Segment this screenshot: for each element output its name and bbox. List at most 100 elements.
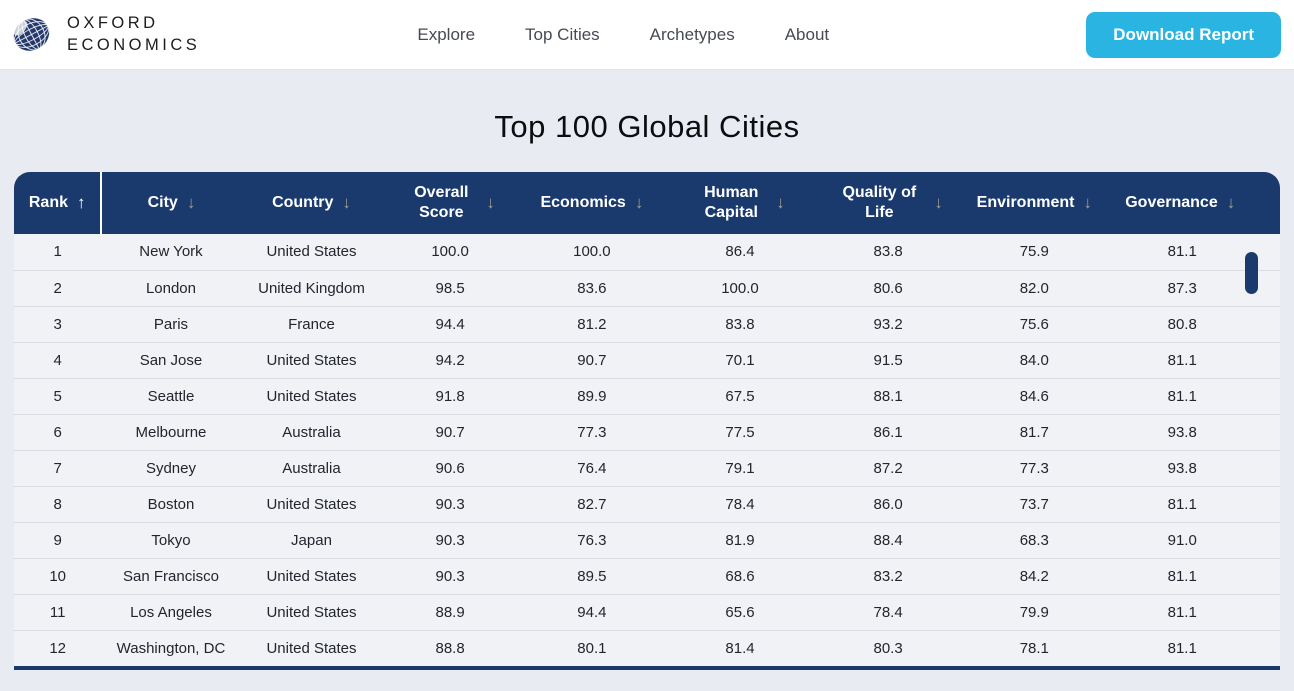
table-cell: Australia bbox=[240, 449, 383, 486]
table-cell: 81.1 bbox=[1106, 629, 1280, 666]
table-cell: 90.7 bbox=[382, 413, 518, 450]
sort-desc-icon: ↓ bbox=[186, 193, 196, 213]
column-header-economics[interactable]: Economics ↓ bbox=[517, 172, 666, 234]
column-header-city[interactable]: City ↓ bbox=[101, 172, 241, 234]
table-cell: United States bbox=[240, 234, 383, 270]
column-header-governance[interactable]: Governance ↓ bbox=[1106, 172, 1280, 234]
table-cell: 77.3 bbox=[517, 413, 666, 450]
column-header-quality-of-life[interactable]: Quality of Life ↓ bbox=[814, 172, 963, 234]
table-cell: Tokyo bbox=[101, 521, 241, 558]
table-cell: United States bbox=[240, 341, 383, 378]
table-scrollbar-thumb[interactable] bbox=[1245, 252, 1258, 294]
table-row[interactable]: 3 Paris France 94.4 81.2 83.8 93.2 75.6 80.8 bbox=[14, 305, 1280, 342]
table-cell: 86.4 bbox=[665, 234, 815, 270]
sort-desc-icon: ↓ bbox=[776, 193, 785, 213]
table-cell: 2 bbox=[14, 269, 102, 306]
column-label: Environment bbox=[976, 194, 1075, 211]
table-cell: United Kingdom bbox=[240, 269, 383, 306]
table-cell: 93.8 bbox=[1106, 413, 1280, 450]
column-label: Country bbox=[272, 194, 334, 211]
column-header-country[interactable]: Country ↓ bbox=[240, 172, 383, 234]
sort-asc-icon: ↑ bbox=[76, 193, 86, 213]
table-cell: 90.7 bbox=[517, 341, 666, 378]
column-label: Economics bbox=[540, 194, 626, 211]
brand-name-line1: OXFORD bbox=[67, 13, 159, 32]
table-cell: 75.6 bbox=[962, 305, 1107, 342]
table-cell: United States bbox=[240, 557, 383, 594]
table-row[interactable]: 7 Sydney Australia 90.6 76.4 79.1 87.2 77.3 93.8 bbox=[14, 449, 1280, 486]
table-cell: 73.7 bbox=[962, 485, 1107, 522]
table-cell: 78.4 bbox=[665, 485, 815, 522]
table-cell: 78.1 bbox=[962, 629, 1107, 666]
table-cell: 76.4 bbox=[517, 449, 666, 486]
table-cell: Australia bbox=[240, 413, 383, 450]
table-cell: 88.1 bbox=[814, 377, 963, 414]
table-cell: 83.8 bbox=[665, 305, 815, 342]
table-cell: 81.4 bbox=[665, 629, 815, 666]
column-header-rank[interactable]: Rank ↑ bbox=[14, 172, 103, 234]
table-cell: 91.8 bbox=[382, 377, 518, 414]
cities-table: Rank ↑ City ↓ Country ↓ Overall Score ↓ Economic… bbox=[14, 172, 1280, 666]
table-cell: 80.6 bbox=[814, 269, 963, 306]
column-header-human-capital[interactable]: Human Capital ↓ bbox=[665, 172, 815, 234]
table-cell: 70.1 bbox=[665, 341, 815, 378]
table-cell: 8 bbox=[14, 485, 102, 522]
table-cell: 84.0 bbox=[962, 341, 1107, 378]
table-cell: 81.2 bbox=[517, 305, 666, 342]
table-cell: 100.0 bbox=[665, 269, 815, 306]
sort-desc-icon: ↓ bbox=[934, 193, 943, 213]
table-cell: 82.7 bbox=[517, 485, 666, 522]
table-row[interactable]: 10 San Francisco United States 90.3 89.5 68.6… bbox=[14, 557, 1280, 594]
table-cell: 94.2 bbox=[382, 341, 518, 378]
table-cell: London bbox=[101, 269, 241, 306]
brand-logo[interactable]: OXFORD ECONOMICS bbox=[8, 11, 200, 58]
table-cell: 1 bbox=[14, 234, 102, 270]
table-cell: 81.1 bbox=[1106, 377, 1280, 414]
table-row[interactable]: 11 Los Angeles United States 88.9 94.4 65.6 78… bbox=[14, 593, 1280, 630]
column-label: Quality of Life bbox=[842, 184, 917, 221]
table-cell: 81.1 bbox=[1106, 485, 1280, 522]
table-cell: New York bbox=[101, 234, 241, 270]
main-content: Top 100 Global Cities Rank ↑ City ↓ Country ↓… bbox=[0, 70, 1294, 670]
table-cell: Paris bbox=[101, 305, 241, 342]
nav-item-about[interactable]: About bbox=[784, 24, 830, 44]
column-header-overall-score[interactable]: Overall Score ↓ bbox=[382, 172, 518, 234]
table-cell: 88.9 bbox=[382, 593, 518, 630]
column-header-environment[interactable]: Environment ↓ bbox=[962, 172, 1107, 234]
globe-logo-icon bbox=[8, 11, 55, 58]
table-cell: United States bbox=[240, 377, 383, 414]
table-row[interactable]: 9 Tokyo Japan 90.3 76.3 81.9 88.4 68.3 91.0 bbox=[14, 521, 1280, 558]
table-cell: 82.0 bbox=[962, 269, 1107, 306]
table-cell: France bbox=[240, 305, 383, 342]
table-cell: 93.2 bbox=[814, 305, 963, 342]
table-cell: 89.9 bbox=[517, 377, 666, 414]
table-cell: 10 bbox=[14, 557, 102, 594]
column-label: Human Capital bbox=[704, 184, 759, 221]
download-report-button[interactable]: Download Report bbox=[1086, 11, 1281, 58]
table-row[interactable]: 4 San Jose United States 94.2 90.7 70.1 91.5 84… bbox=[14, 341, 1280, 378]
table-cell: 81.1 bbox=[1106, 557, 1280, 594]
table-row[interactable]: 2 London United Kingdom 98.5 83.6 100.0 80.6 82… bbox=[14, 269, 1280, 306]
table-cell: 91.5 bbox=[814, 341, 963, 378]
cities-table-container: Rank ↑ City ↓ Country ↓ Overall Score ↓ Economic… bbox=[14, 172, 1280, 670]
table-row[interactable]: 1 New York United States 100.0 100.0 86.4 83.8… bbox=[14, 234, 1280, 270]
nav-item-top-cities[interactable]: Top Cities bbox=[525, 24, 600, 44]
table-cell: 88.4 bbox=[814, 521, 963, 558]
table-cell: 87.2 bbox=[814, 449, 963, 486]
table-cell: 84.6 bbox=[962, 377, 1107, 414]
table-cell: 90.3 bbox=[382, 485, 518, 522]
table-cell: 91.0 bbox=[1106, 521, 1280, 558]
table-row[interactable]: 5 Seattle United States 91.8 89.9 67.5 88.1 84.… bbox=[14, 377, 1280, 414]
nav-item-explore[interactable]: Explore bbox=[417, 24, 476, 44]
table-cell: United States bbox=[240, 485, 383, 522]
table-row[interactable]: 12 Washington, DC United States 88.8 80.1 81.… bbox=[14, 629, 1280, 666]
table-cell: Japan bbox=[240, 521, 383, 558]
column-label: Rank bbox=[28, 194, 68, 211]
table-row[interactable]: 6 Melbourne Australia 90.7 77.3 77.5 86.1 81.7 9… bbox=[14, 413, 1280, 450]
table-row[interactable]: 8 Boston United States 90.3 82.7 78.4 86.0 73.7… bbox=[14, 485, 1280, 522]
table-cell: 90.6 bbox=[382, 449, 518, 486]
table-cell: 83.2 bbox=[814, 557, 963, 594]
table-cell: 5 bbox=[14, 377, 102, 414]
nav-item-archetypes[interactable]: Archetypes bbox=[649, 24, 735, 44]
table-cell: 81.1 bbox=[1106, 593, 1280, 630]
